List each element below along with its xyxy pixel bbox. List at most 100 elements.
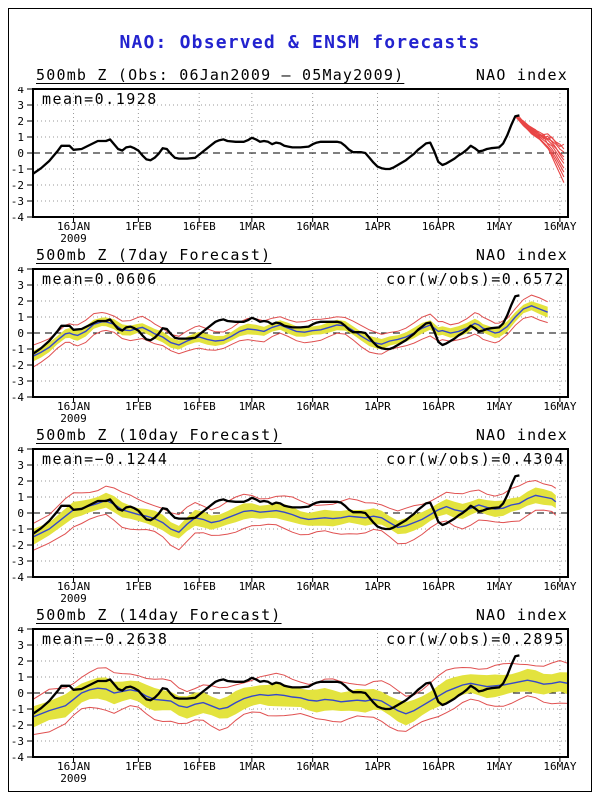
y-tick-label: 2	[17, 295, 24, 308]
correlation-value-label: cor(w/obs)=0.4304	[385, 450, 565, 468]
y-tick-label: 0	[17, 147, 24, 160]
panel-observed-title: 500mb Z (Obs: 06Jan2009 – 05May2009)	[36, 66, 405, 84]
x-tick-label: 16APR	[422, 760, 455, 773]
x-tick-label: 16MAR	[296, 760, 329, 773]
y-tick-label: 3	[17, 639, 24, 652]
x-tick-label: 1MAR	[239, 580, 266, 593]
ensemble-member-line	[514, 115, 565, 169]
x-tick-label: 1APR	[364, 220, 391, 233]
x-tick-year-label: 2009	[60, 412, 87, 425]
panel-7day-ylabel: NAO index	[475, 246, 568, 264]
y-tick-label: -1	[11, 343, 24, 356]
y-tick-label: -2	[11, 539, 24, 552]
x-tick-label: 1APR	[364, 580, 391, 593]
plot-frame	[32, 448, 569, 578]
x-tick-label: 16APR	[422, 400, 455, 413]
mean-value-label: mean=0.1928	[42, 90, 158, 108]
x-tick-label: 16FEB	[183, 580, 216, 593]
panel-10day-plot-area: 16JAN 2009 1FEB 16FEB 1MAR 16MAR 1APR 16APR 1MAY…	[0, 447, 600, 607]
ensemble-member-line	[514, 115, 565, 161]
y-tick-label: -1	[11, 163, 24, 176]
x-tick-label: 16MAY	[543, 400, 576, 413]
x-tick-label: 1FEB	[125, 760, 152, 773]
panel-14day-forecast: 500mb Z (14day Forecast) NAO index 16JAN…	[0, 606, 600, 786]
correlation-value-label: cor(w/obs)=0.6572	[385, 270, 565, 288]
panel-7day-forecast: 500mb Z (7day Forecast) NAO index 16JAN 2…	[0, 246, 600, 426]
panel-14day-title: 500mb Z (14day Forecast)	[36, 606, 282, 624]
mean-value-label: mean=−0.1244	[42, 450, 169, 468]
y-tick-label: -2	[11, 179, 24, 192]
y-tick-label: 2	[17, 115, 24, 128]
y-tick-label: 4	[17, 267, 24, 276]
x-tick-label: 1APR	[364, 760, 391, 773]
y-tick-label: -1	[11, 523, 24, 536]
x-tick-label: 1FEB	[125, 580, 152, 593]
panel-7day-header: 500mb Z (7day Forecast) NAO index	[0, 246, 600, 267]
x-tick-year-label: 2009	[60, 232, 87, 245]
panel-10day-header: 500mb Z (10day Forecast) NAO index	[0, 426, 600, 447]
ensemble-spread-band	[33, 301, 548, 362]
panel-10day-title: 500mb Z (10day Forecast)	[36, 426, 282, 444]
ensemble-mean-line	[33, 679, 568, 718]
x-tick-label: 1FEB	[125, 400, 152, 413]
x-tick-label: 16JAN	[57, 760, 90, 773]
envelope-upper-line	[33, 479, 557, 525]
y-tick-label: 2	[17, 655, 24, 668]
y-tick-label: -4	[11, 211, 25, 224]
x-tick-label: 1MAY	[486, 400, 513, 413]
y-tick-label: 3	[17, 279, 24, 292]
x-tick-label: 16FEB	[183, 220, 216, 233]
envelope-upper-line	[33, 659, 568, 700]
y-tick-label: 0	[17, 687, 24, 700]
x-tick-label: 16MAY	[543, 760, 576, 773]
y-tick-label: 3	[17, 459, 24, 472]
x-tick-label: 16MAY	[543, 580, 576, 593]
y-tick-label: 1	[17, 671, 24, 684]
observed-line	[33, 294, 520, 355]
y-tick-label: -4	[11, 751, 25, 764]
y-tick-label: -3	[11, 555, 24, 568]
y-tick-label: -4	[11, 391, 25, 404]
y-tick-label: 4	[17, 87, 24, 96]
y-tick-label: 2	[17, 475, 24, 488]
x-tick-label: 1MAY	[486, 220, 513, 233]
y-tick-label: 0	[17, 507, 24, 520]
x-tick-label: 1MAR	[239, 400, 266, 413]
mean-value-label: mean=−0.2638	[42, 630, 169, 648]
x-tick-label: 16FEB	[183, 760, 216, 773]
panel-observed-header: 500mb Z (Obs: 06Jan2009 – 05May2009) NAO…	[0, 66, 600, 87]
envelope-upper-line	[33, 294, 548, 346]
panel-10day-ylabel: NAO index	[475, 426, 568, 444]
y-tick-label: 3	[17, 99, 24, 112]
y-tick-label: -2	[11, 359, 24, 372]
x-tick-label: 1APR	[364, 400, 391, 413]
ensemble-member-line	[515, 115, 565, 150]
ensemble-spread-band	[33, 487, 556, 545]
x-tick-label: 1MAY	[486, 580, 513, 593]
y-tick-label: 4	[17, 447, 24, 456]
y-tick-label: -3	[11, 735, 24, 748]
ensemble-member-line	[514, 115, 565, 183]
y-tick-label: -2	[11, 719, 24, 732]
x-tick-label: 16MAY	[543, 220, 576, 233]
x-tick-label: 16JAN	[57, 400, 90, 413]
y-tick-label: -3	[11, 375, 24, 388]
x-tick-label: 16JAN	[57, 580, 90, 593]
x-tick-year-label: 2009	[60, 772, 87, 785]
y-tick-label: 4	[17, 627, 24, 636]
x-tick-label: 16JAN	[57, 220, 90, 233]
ensemble-member-line	[515, 115, 565, 148]
y-tick-label: 1	[17, 131, 24, 144]
observed-line	[33, 474, 520, 535]
panel-observed: 500mb Z (Obs: 06Jan2009 – 05May2009) NAO…	[0, 66, 600, 246]
panel-14day-plot-area: 16JAN 2009 1FEB 16FEB 1MAR 16MAR 1APR 16APR 1MAY…	[0, 627, 600, 787]
y-tick-label: -1	[11, 703, 24, 716]
x-tick-label: 1MAR	[239, 220, 266, 233]
x-tick-label: 1FEB	[125, 220, 152, 233]
y-tick-label: -3	[11, 195, 24, 208]
